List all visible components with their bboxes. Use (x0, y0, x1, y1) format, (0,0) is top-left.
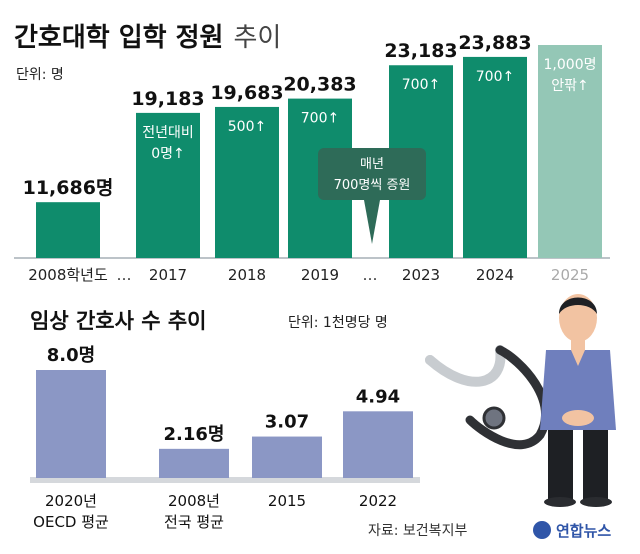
admissions-change-label: 안팎↑ (551, 78, 589, 94)
clinical-bars (36, 370, 413, 478)
admissions-chart: 간호대학 입학 정원 추이 단위: 명 2008학년도 11,686명 2017 19… (14, 23, 610, 284)
admissions-value-label: 20,383 (283, 74, 356, 96)
admissions-value-label: 19,183 (131, 88, 204, 110)
clinical-nurses-chart: 임상 간호사 수 추이 단위: 1천명당 명 8.0명 2020년 OECD 평균 2… (30, 309, 420, 531)
admissions-value-label: 23,883 (458, 32, 531, 54)
nurse-scrub-top (540, 350, 616, 430)
stethoscope-illustration (425, 345, 550, 450)
admissions-bar (538, 45, 602, 258)
admissions-change-label: 700↑ (301, 111, 339, 127)
callout-pointer (364, 200, 380, 244)
clinical-category-label: 전국 평균 (164, 513, 224, 531)
clinical-category-label: 2008년 (168, 492, 220, 510)
clinical-value-label: 2.16명 (164, 424, 225, 445)
admissions-bar (215, 106, 279, 258)
admissions-category-label: 2025 (551, 266, 589, 284)
nurse-left-shoe (544, 497, 576, 507)
clinical-value-label: 8.0명 (47, 345, 95, 366)
nurse-hair (559, 297, 597, 314)
nurse-v-neck (571, 350, 585, 366)
clinical-bar (252, 436, 322, 478)
admissions-value-label: 11,686명 (23, 177, 114, 199)
nurse-hands (562, 410, 594, 426)
nurse-illustration (540, 294, 616, 507)
admissions-change-label: 0명↑ (151, 146, 185, 162)
stethoscope-chestpiece (482, 406, 506, 430)
gap-marker-right: … (363, 266, 378, 284)
clinical-category-label: 2015 (268, 492, 306, 510)
admissions-value-label: 19,683 (210, 82, 283, 104)
source-label: 자료: 보건복지부 (368, 523, 467, 539)
admissions-change-label: 1,000명 (544, 57, 597, 73)
gap-marker-left: … (117, 266, 132, 284)
brand-logo: 연합뉴스 (533, 521, 611, 540)
admissions-value-label: 23,183 (384, 40, 457, 62)
clinical-value-label: 4.94 (356, 386, 400, 407)
admissions-category-label: 2018 (228, 266, 266, 284)
clinical-bar (343, 411, 413, 478)
admissions-title-suffix: 추이 (233, 23, 281, 53)
admissions-category-label: 2023 (402, 266, 440, 284)
callout-box (318, 148, 426, 200)
admissions-category-label: 2017 (149, 266, 187, 284)
brand-name: 연합뉴스 (556, 522, 611, 540)
admissions-title: 간호대학 입학 정원 (14, 23, 223, 53)
clinical-bar (159, 448, 229, 478)
clinical-bar (36, 370, 106, 478)
admissions-change-label: 700↑ (402, 77, 440, 93)
annual-increase-callout: 매년 700명씩 증원 (318, 148, 426, 244)
brand-logo-icon (533, 521, 551, 539)
admissions-change-label: 전년대비 (142, 125, 194, 141)
stethoscope-earpiece (425, 355, 435, 365)
clinical-value-label: 3.07 (265, 412, 309, 433)
admissions-category-label: 2019 (301, 266, 339, 284)
admissions-change-label: 700↑ (476, 69, 514, 85)
callout-line-2: 700명씩 증원 (334, 178, 411, 193)
admissions-bar (463, 56, 527, 258)
stethoscope-tube-lower (465, 345, 550, 450)
admissions-labels: 2008학년도 11,686명 2017 19,183 전년대비 0명↑ 2018 19,68… (23, 32, 597, 284)
nurse-left-leg (548, 430, 573, 500)
callout-line-1: 매년 (360, 157, 384, 172)
clinical-category-label: 2020년 (45, 492, 97, 510)
clinical-category-label: OECD 평균 (33, 513, 109, 531)
admissions-category-label: 2008학년도 (28, 266, 108, 284)
admissions-bar (136, 112, 200, 258)
admissions-bar (36, 202, 100, 258)
clinical-category-label: 2022 (359, 492, 397, 510)
admissions-unit-label: 단위: 명 (16, 67, 64, 83)
nurse-right-shoe (580, 497, 612, 507)
clinical-unit-label: 단위: 1천명당 명 (288, 315, 388, 331)
admissions-change-label: 500↑ (228, 119, 266, 135)
nurse-right-leg (583, 430, 608, 500)
nurse-neck (571, 338, 585, 350)
admissions-category-label: 2024 (476, 266, 514, 284)
clinical-title: 임상 간호사 수 추이 (30, 309, 207, 333)
stethoscope-tube-upper (425, 345, 506, 387)
